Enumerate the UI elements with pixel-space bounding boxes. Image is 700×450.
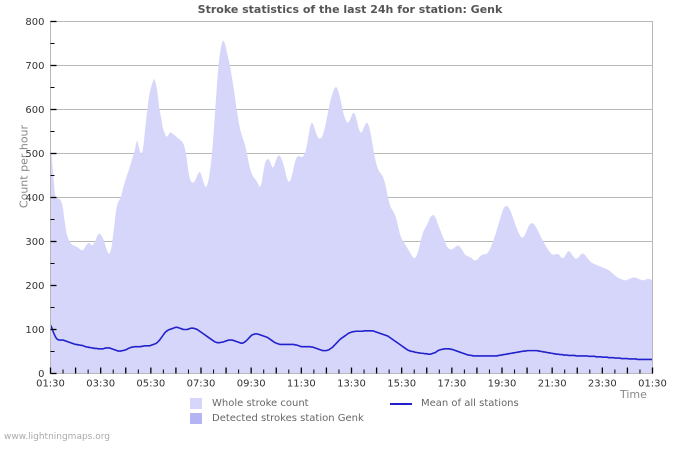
legend-label-detected-strokes-genk: Detected strokes station Genk	[212, 413, 364, 424]
svg-text:13:30: 13:30	[337, 379, 366, 390]
svg-text:17:30: 17:30	[437, 379, 466, 390]
svg-text:15:30: 15:30	[387, 379, 416, 390]
svg-text:19:30: 19:30	[488, 379, 517, 390]
svg-text:05:30: 05:30	[136, 379, 165, 390]
svg-text:200: 200	[25, 281, 44, 292]
svg-text:300: 300	[25, 237, 44, 248]
svg-text:07:30: 07:30	[187, 379, 216, 390]
svg-text:23:30: 23:30	[588, 379, 617, 390]
line-series-mean-of-all-stations	[49, 324, 653, 361]
svg-text:01:30: 01:30	[638, 379, 667, 390]
svg-text:09:30: 09:30	[237, 379, 266, 390]
watermark: www.lightningmaps.org	[4, 432, 110, 442]
legend-swatch-whole-stroke-count	[190, 398, 202, 409]
svg-text:01:30: 01:30	[36, 379, 65, 390]
area-series-whole-stroke-count	[50, 40, 653, 374]
legend-swatch-mean-of-all-stations	[390, 402, 412, 405]
svg-text:100: 100	[25, 325, 44, 336]
legend-row-2: Detected strokes station Genk	[190, 411, 610, 426]
legend-item-whole-stroke-count[interactable]: Whole stroke count	[190, 398, 390, 409]
legend-swatch-detected-strokes-genk	[190, 413, 202, 424]
svg-text:500: 500	[25, 149, 44, 160]
svg-text:11:30: 11:30	[287, 379, 316, 390]
chart-title: Stroke statistics of the last 24h for st…	[197, 3, 503, 16]
legend-label-mean-of-all-stations: Mean of all stations	[421, 398, 519, 409]
svg-text:800: 800	[25, 17, 44, 28]
svg-text:600: 600	[25, 105, 44, 116]
y-axis-ticks: 0 100 200 300 400 500 600 700 800	[25, 17, 57, 380]
x-axis-label: Time	[620, 388, 647, 401]
legend-item-detected-strokes-genk[interactable]: Detected strokes station Genk	[190, 413, 390, 424]
svg-text:0: 0	[38, 369, 44, 380]
svg-text:21:30: 21:30	[538, 379, 567, 390]
chart-legend: Whole stroke count Mean of all stations …	[190, 396, 610, 426]
svg-text:03:30: 03:30	[86, 379, 115, 390]
legend-item-mean-of-all-stations[interactable]: Mean of all stations	[390, 398, 519, 409]
legend-label-whole-stroke-count: Whole stroke count	[212, 398, 309, 409]
x-axis-ticks: 01:30 03:30 05:30 07:30 09:30 11:30 13:30 15:30…	[36, 367, 667, 390]
svg-text:400: 400	[25, 193, 44, 204]
legend-row-1: Whole stroke count Mean of all stations	[190, 396, 610, 411]
svg-text:700: 700	[25, 61, 44, 72]
